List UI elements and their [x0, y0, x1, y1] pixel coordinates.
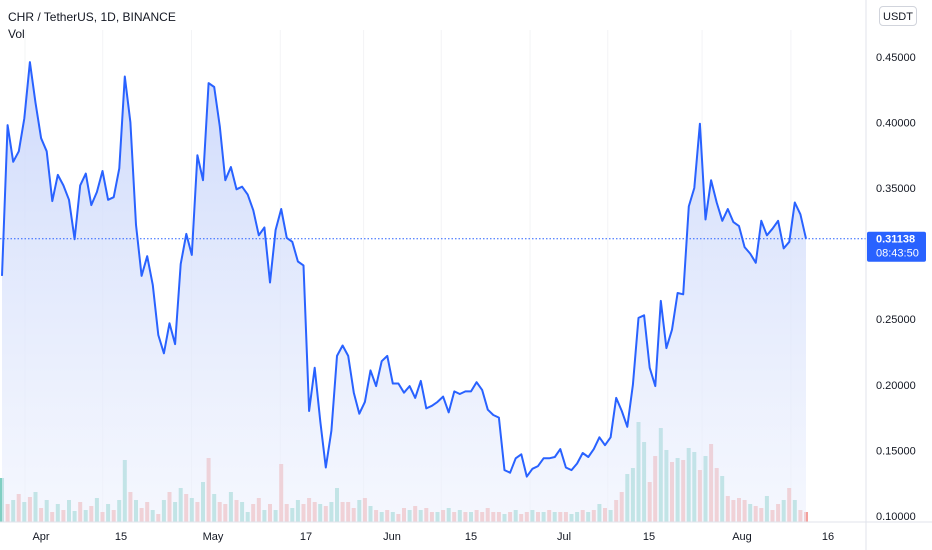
time-tick-label: Apr: [32, 531, 49, 543]
price-tick-label: 0.10000: [876, 511, 916, 523]
time-tick-label: 15: [115, 531, 127, 543]
time-axis[interactable]: Apr 15 May 17 Jun 15 Jul 15 Aug 16: [32, 531, 834, 543]
last-price-label: 0.31138 08:43:50: [867, 231, 926, 262]
symbol-title[interactable]: CHR / TetherUS, 1D, BINANCE: [8, 10, 176, 24]
time-tick-label: May: [203, 531, 224, 543]
time-tick-label: Jun: [383, 531, 401, 543]
time-tick-label: Aug: [732, 531, 752, 543]
price-tick-label: 0.20000: [876, 380, 916, 392]
price-tick-label: 0.25000: [876, 314, 916, 326]
price-tick-label: 0.15000: [876, 445, 916, 457]
time-tick-label: 15: [643, 531, 655, 543]
time-tick-label: 17: [300, 531, 312, 543]
price-tick-label: 0.35000: [876, 183, 916, 195]
price-tick-label: 0.45000: [876, 52, 916, 64]
chart-legend: CHR / TetherUS, 1D, BINANCE Vol: [8, 9, 176, 43]
time-tick-label: Jul: [557, 531, 571, 543]
price-line: [1, 61, 807, 478]
time-tick-label: 16: [822, 531, 834, 543]
time-tick-label: 15: [465, 531, 477, 543]
currency-button[interactable]: USDT: [879, 6, 917, 26]
price-tick-label: 0.40000: [876, 117, 916, 129]
volume-indicator-label[interactable]: Vol: [8, 27, 25, 41]
price-area: [2, 62, 806, 522]
price-axis[interactable]: 0.100000.150000.200000.250000.300000.350…: [876, 52, 916, 523]
last-price-value: 0.31138: [876, 234, 915, 246]
bar-countdown: 08:43:50: [876, 248, 919, 260]
